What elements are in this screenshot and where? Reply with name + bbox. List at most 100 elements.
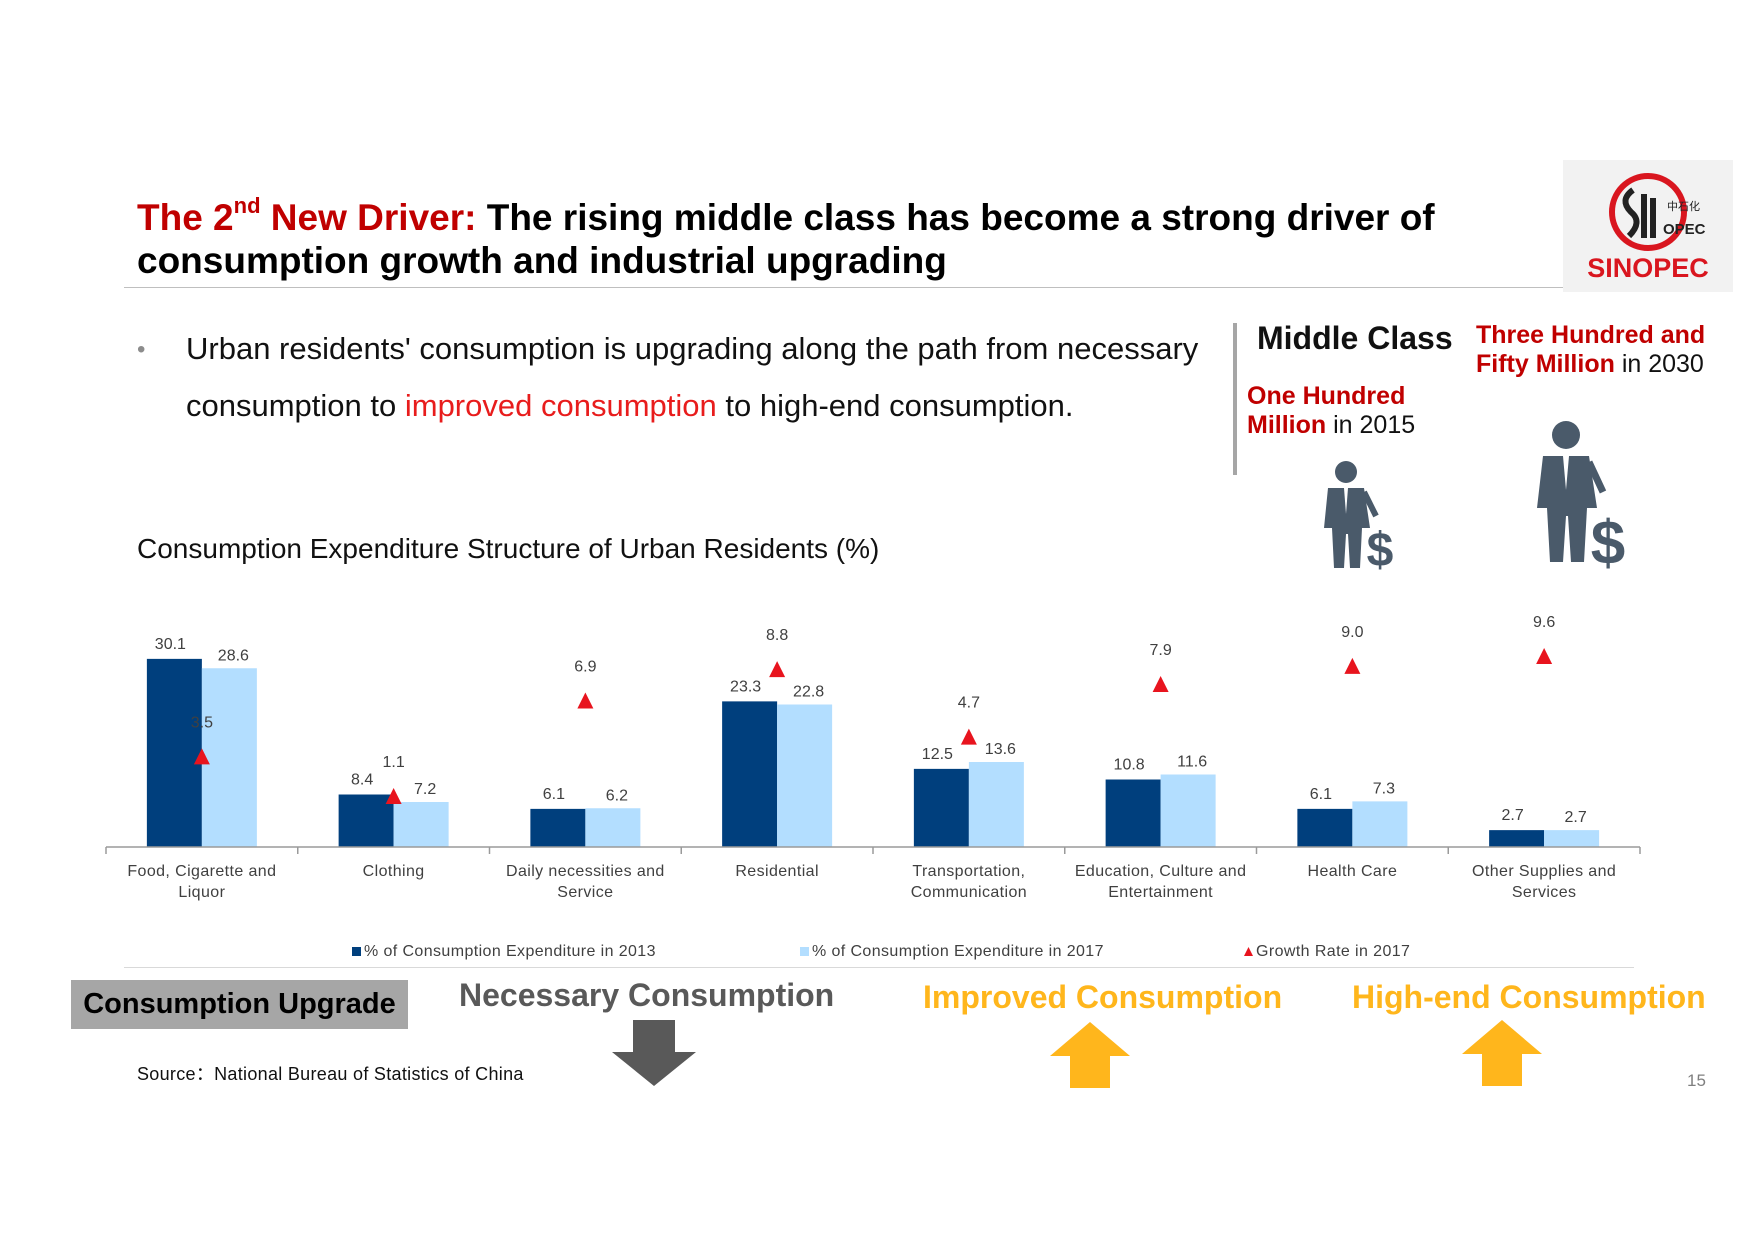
legend-marker (800, 947, 809, 956)
svg-text:OPEC: OPEC (1663, 221, 1706, 238)
sinopec-logo: 中石化 OPEC SINOPEC (1563, 160, 1733, 292)
title-main: The rising middle class has become a str… (137, 197, 1435, 281)
growth-marker (1152, 675, 1169, 692)
bar-2017 (1352, 801, 1408, 847)
bar-2013 (722, 701, 778, 847)
growth-label: 9.6 (1533, 614, 1555, 631)
bar-2017 (201, 668, 257, 847)
bar-2013 (146, 658, 202, 847)
growth-marker (1344, 657, 1361, 674)
growth-marker (769, 661, 786, 678)
growth-label: 8.8 (766, 627, 788, 644)
arrow-down-icon (612, 1020, 696, 1086)
svg-text:中石化: 中石化 (1667, 199, 1700, 213)
data-label-2013: 6.1 (1310, 786, 1332, 803)
logo-text: SINOPEC (1587, 253, 1709, 283)
stat-2015-rest: in 2015 (1326, 411, 1416, 439)
svg-text:$: $ (1367, 524, 1394, 573)
chart-title: Consumption Expenditure Structure of Urb… (137, 533, 880, 564)
svg-text:$: $ (1591, 509, 1625, 573)
legend-label: Growth Rate in 2017 (1256, 943, 1410, 960)
page-number: 15 (1687, 1071, 1706, 1090)
bullet-part1: Urban residents' consumption is upgradin… (186, 331, 1199, 423)
category-label: Entertainment (1108, 884, 1213, 901)
category-label: Services (1512, 884, 1577, 901)
growth-label: 7.9 (1150, 642, 1172, 659)
data-label-2013: 8.4 (351, 772, 373, 789)
title-colon: : (464, 197, 477, 238)
bullet-part2: to high-end consumption. (716, 388, 1074, 423)
stat-2015-bold: One Hundred Million (1247, 382, 1406, 439)
category-label: Clothing (363, 863, 425, 880)
data-label-2017: 28.6 (218, 647, 249, 664)
category-label: Health Care (1307, 863, 1397, 880)
stat-2030-bold: Three Hundred and Fifty Million (1476, 321, 1706, 378)
bullet-dot: • (137, 336, 146, 363)
growth-label: 9.0 (1341, 624, 1363, 641)
bar-2017 (777, 704, 833, 847)
middle-class-2015: One Hundred Million in 2015 (1247, 382, 1447, 440)
necessary-consumption-label: Necessary Consumption (459, 977, 835, 1013)
bar-2013 (913, 768, 969, 847)
bullet-text: Urban residents' consumption is upgradin… (186, 320, 1246, 434)
high-end-consumption-label: High-end Consumption (1352, 979, 1706, 1015)
category-label: Education, Culture and (1075, 863, 1247, 880)
stat-2030-rest: in 2030 (1614, 350, 1704, 378)
bar-2013 (1105, 779, 1161, 847)
title-prefix-sup: nd (233, 192, 261, 218)
data-label-2017: 6.2 (606, 787, 628, 804)
growth-marker (577, 692, 594, 709)
growth-marker (193, 748, 210, 765)
data-label-2013: 10.8 (1114, 757, 1145, 774)
legend-label: % of Consumption Expenditure in 2013 (364, 943, 656, 960)
category-label: Liquor (178, 884, 225, 901)
data-label-2013: 30.1 (155, 636, 186, 653)
bar-2013 (338, 794, 394, 847)
data-label-2013: 2.7 (1502, 807, 1524, 824)
upgrade-divider (124, 967, 1634, 968)
growth-marker (385, 787, 402, 804)
slide-title: The 2nd New Driver: The rising middle cl… (137, 194, 1537, 282)
arrow-up-icon (1050, 1022, 1130, 1088)
bar-2017 (585, 808, 641, 847)
data-label-2017: 13.6 (985, 741, 1016, 758)
growth-label: 1.1 (383, 754, 405, 771)
data-label-2017: 7.2 (414, 781, 436, 798)
growth-label: 4.7 (958, 695, 980, 712)
consumption-upgrade-label: Consumption Upgrade (71, 980, 408, 1029)
growth-label: 6.9 (574, 658, 596, 675)
middle-class-2030: Three Hundred and Fifty Million in 2030 (1476, 321, 1746, 379)
title-divider (124, 287, 1639, 288)
data-label-2013: 6.1 (543, 786, 565, 803)
arrow-up-icon (1462, 1020, 1542, 1086)
category-label: Communication (911, 884, 1027, 901)
bullet-highlight: improved consumption (404, 388, 717, 423)
bar-2017 (1160, 774, 1216, 847)
bar-2013 (1297, 808, 1353, 847)
improved-consumption-label: Improved Consumption (923, 979, 1283, 1015)
data-label-2017: 22.8 (793, 684, 824, 701)
growth-label: 3.5 (191, 714, 213, 731)
title-prefix-b: New Driver (260, 197, 465, 238)
category-label: Residential (735, 863, 819, 880)
data-label-2013: 12.5 (922, 746, 953, 763)
growth-marker (960, 728, 977, 745)
middle-class-title: Middle Class (1257, 320, 1453, 356)
bar-2013 (1489, 830, 1545, 847)
category-label: Daily necessities and (506, 863, 665, 880)
data-label-2017: 2.7 (1565, 809, 1587, 826)
category-label: Transportation, (912, 863, 1025, 880)
title-prefix-a: The 2 (137, 197, 234, 238)
bar-2017 (393, 802, 449, 847)
title-prefix: The 2nd New Driver (137, 194, 465, 238)
data-label-2013: 23.3 (730, 678, 761, 695)
bar-2013 (530, 808, 586, 847)
source-note: Source：National Bureau of Statistics of … (137, 1064, 524, 1084)
legend-marker (352, 947, 361, 956)
category-label: Service (557, 884, 613, 901)
legend-label: % of Consumption Expenditure in 2017 (812, 943, 1104, 960)
legend-marker (1244, 947, 1253, 956)
growth-marker (1536, 647, 1553, 664)
bar-2017 (968, 762, 1024, 847)
bar-2017 (1544, 830, 1600, 847)
